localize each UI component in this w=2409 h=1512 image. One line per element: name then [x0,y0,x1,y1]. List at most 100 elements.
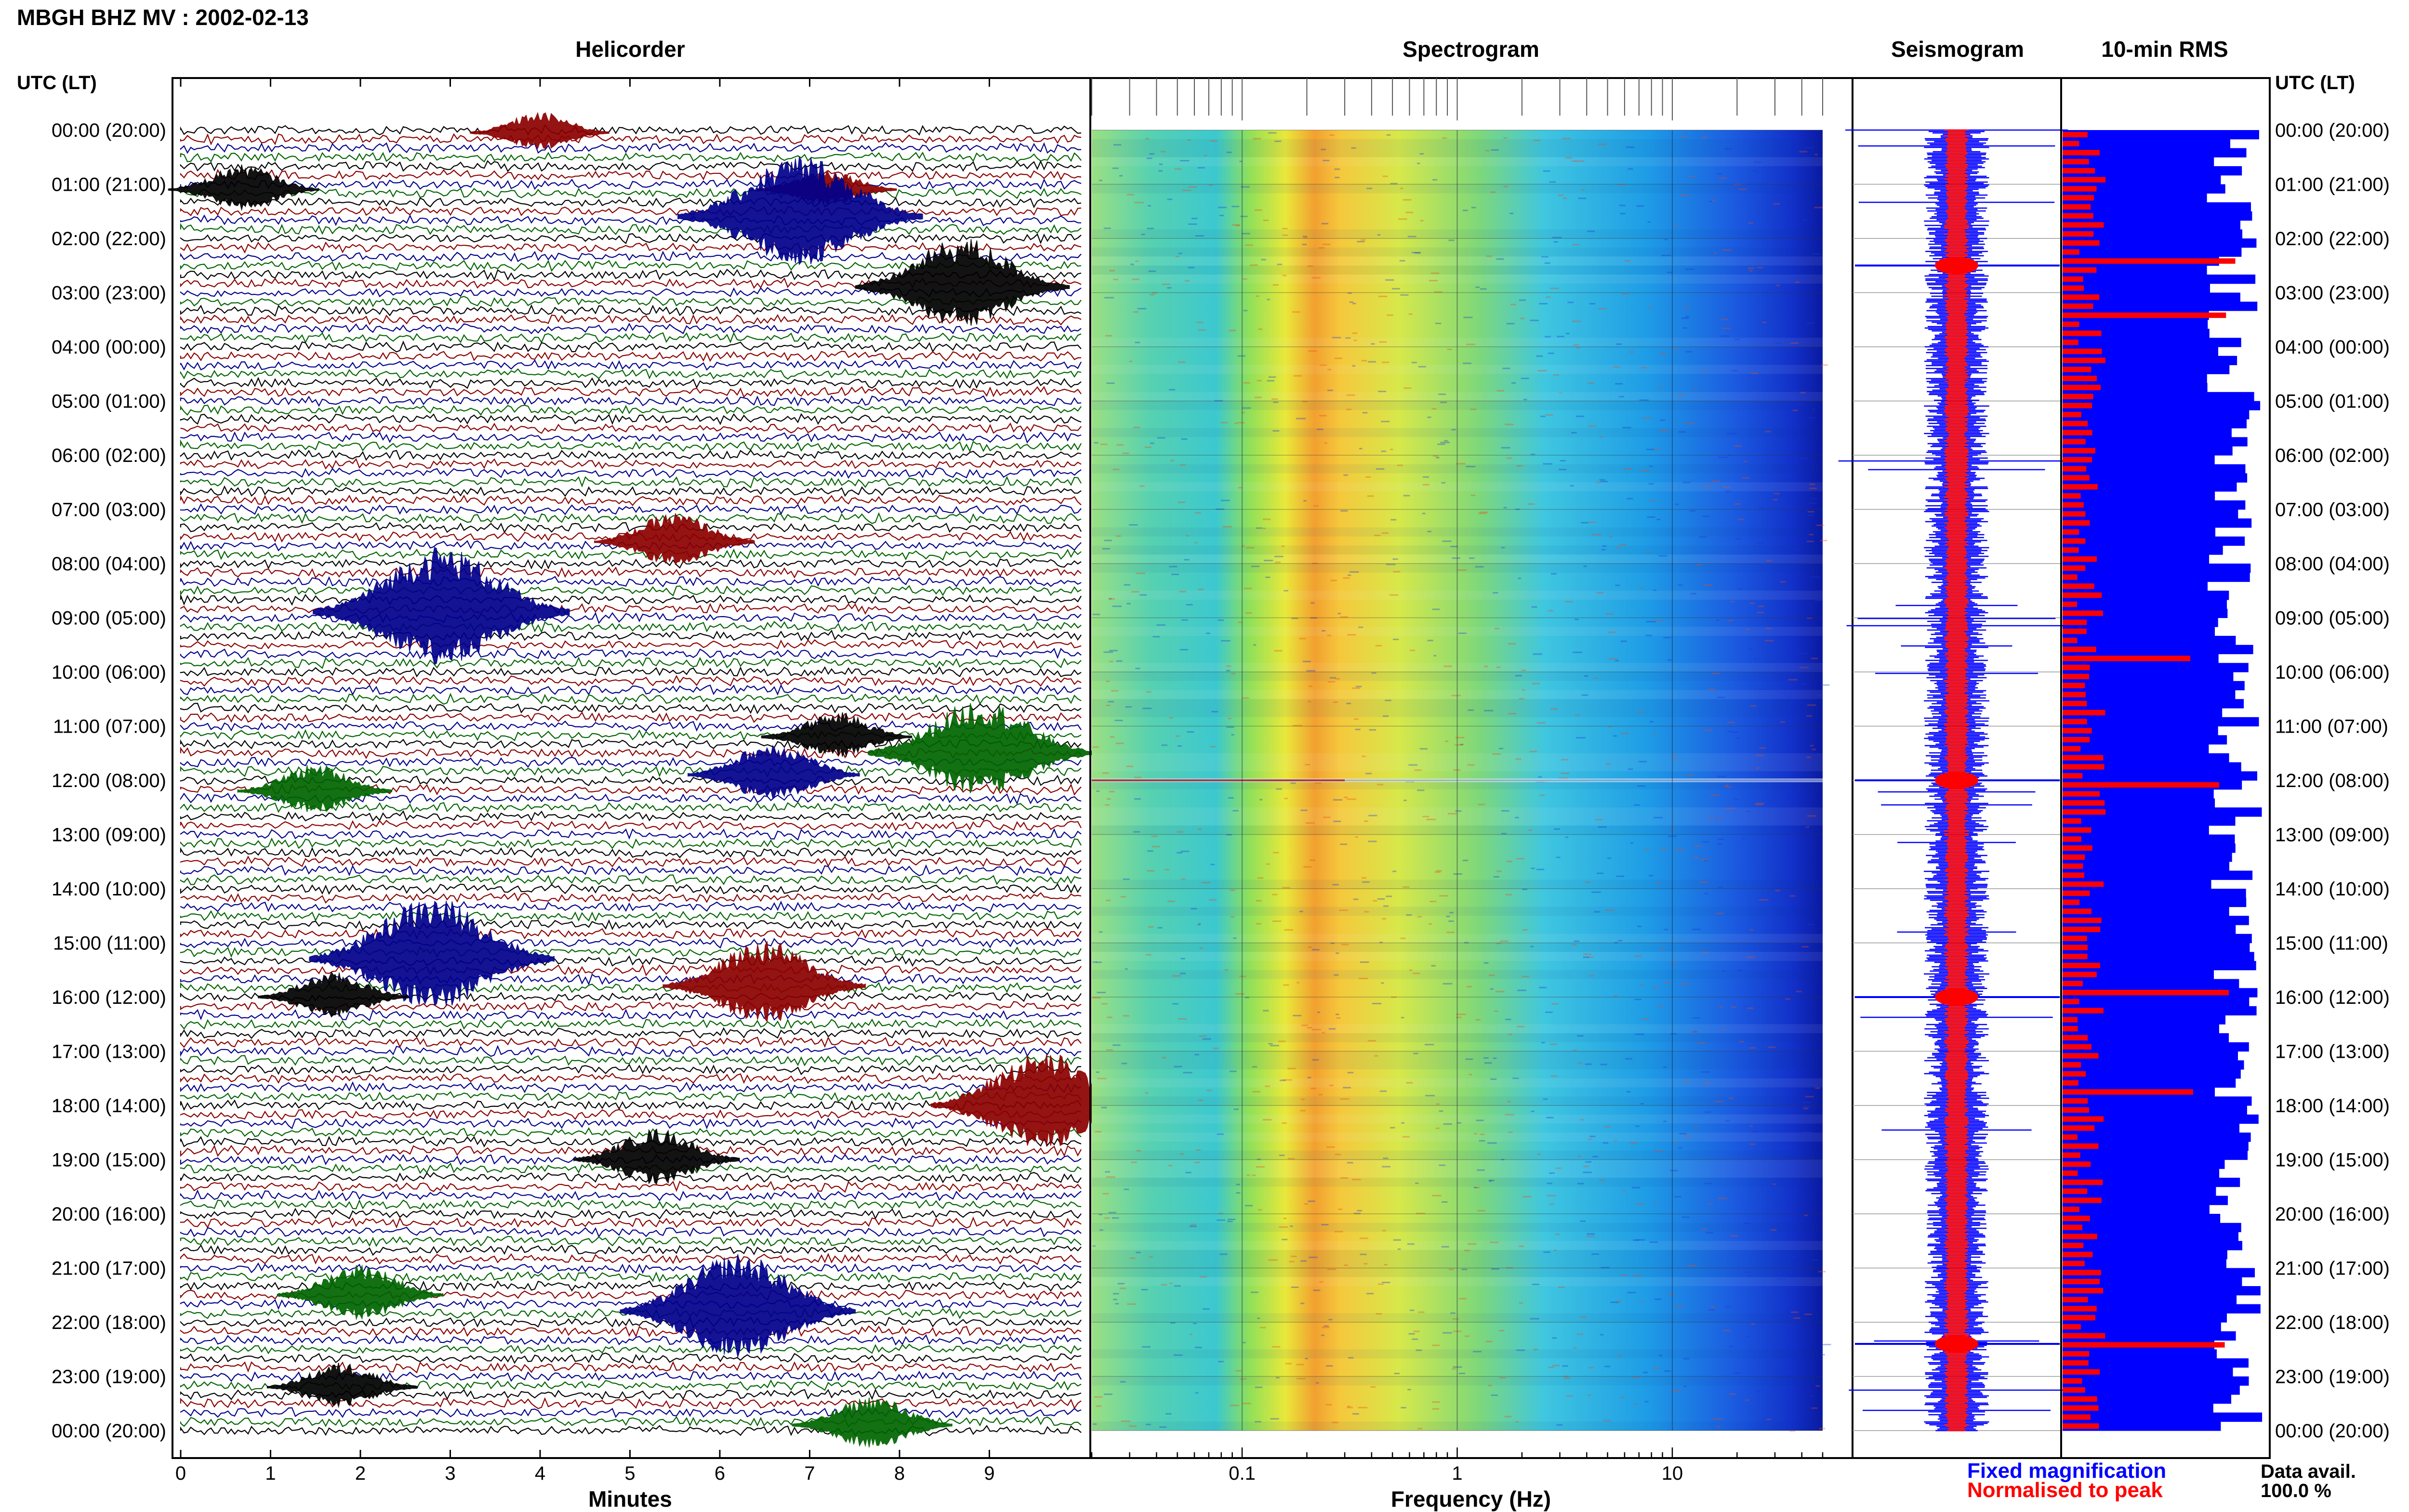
rms-normalised-bar [2063,448,2095,454]
rms-normalised-bar [2063,1071,2086,1077]
spectrogram-speckle [1585,1161,1591,1163]
time-label-left: 20:00 (16:00) [52,1204,166,1225]
rms-normalised-bar [2063,629,2087,634]
spectrogram-speckle [1352,365,1356,367]
spectrogram-speckle [1322,1327,1330,1328]
spectrogram-speckle [1761,1321,1771,1323]
helicorder-traces [180,124,1082,1436]
spectrogram-speckle [1710,794,1720,796]
helicorder-trace [180,711,1082,723]
spectrogram-speckle [1694,387,1697,389]
helicorder-event [620,1254,856,1357]
spectrogram-speckle [1488,974,1495,976]
spectrogram-speckle [1605,613,1614,615]
spectrogram-speckle [1437,443,1445,445]
spectrogram-speckle [1628,168,1633,170]
spectrogram-speckle [1169,389,1176,391]
spectrogram-speckle [1336,1013,1339,1015]
spectrogram-speckle [1363,1263,1368,1265]
rms-fixed-bar [2063,500,2246,510]
spectrogram-speckle [1112,1044,1121,1046]
spectrogram-speckle [1458,1372,1466,1374]
spectrogram-speckle [1432,1195,1442,1196]
spectrogram-speckle [1813,765,1818,767]
spectrogram-row [1092,482,1823,491]
spectrogram-speckle [1790,342,1799,344]
spectrogram-speckle [1387,314,1393,316]
spectrogram-speckle [1575,618,1579,620]
spectrogram-speckle [1442,540,1452,542]
spectrogram-speckle [1627,498,1633,500]
spectrogram-speckle [1818,1271,1826,1273]
spectrogram-speckle [1325,1404,1332,1406]
spectrogram-speckle [1279,1079,1286,1081]
spectrogram-row [1092,699,1823,708]
spectrogram-speckle [1588,521,1596,523]
rms-normalised-bar [2063,1423,2099,1429]
rms-title: 10-min RMS [2101,37,2228,62]
spectrogram-speckle [1712,199,1717,201]
spectrogram-speckle [1097,1078,1107,1079]
spectrogram-row [1092,365,1823,374]
spectrogram-speckle [1660,419,1666,421]
spectrogram-speckle [1596,482,1602,484]
spectrogram-speckle [1641,417,1652,419]
spectrogram-speckle [1697,1042,1706,1044]
spectrogram-speckle [1392,870,1397,872]
rms-fixed-bar [2063,1078,2236,1088]
spectrogram-speckle [1687,1264,1697,1266]
spectrogram-speckle [1675,503,1680,505]
rms-normalised-bar [2063,908,2091,914]
rms-fixed-bar [2063,365,2230,374]
spectrogram-speckle [1145,138,1150,140]
spectrogram-speckle [1701,858,1709,860]
rms-fixed-bar [2063,861,2229,871]
spectrogram-speckle [1649,465,1653,467]
spectrogram-speckle [1236,1192,1241,1194]
spectrogram-speckle [1109,791,1115,792]
spectrogram-speckle [1556,1424,1562,1426]
helicorder-x-tick-label: 9 [984,1463,994,1484]
spectrogram-speckle [1490,1078,1497,1080]
spectrogram-speckle [1548,610,1553,612]
spectrogram-speckle [1430,272,1440,274]
spectrogram-speckle [1117,1283,1125,1285]
spectrogram-speckle [1291,618,1298,619]
rms-fixed-bar [2063,870,2253,880]
spectrogram-row [1092,943,1823,952]
spectrogram-speckle [1313,505,1319,507]
spectrogram-speckle [1799,151,1808,153]
rms-normalised-bar [2063,357,2105,363]
helicorder-trace [180,855,1082,868]
rms-normalised-bar [2063,1053,2099,1059]
spectrogram-speckle [1351,687,1361,689]
spectrogram-speckle [1704,486,1711,487]
rms-normalised-bar [2063,159,2089,165]
spectrogram-speckle [1664,238,1668,240]
spectrogram-speckle [1328,1319,1333,1321]
rms-normalised-bar [2063,773,2083,779]
spectrogram-speckle [1809,534,1813,536]
spectrogram-speckle [1614,1140,1617,1142]
spectrogram-speckle [1450,1312,1456,1314]
rms-fixed-bar [2063,1331,2236,1341]
time-label-right: 11:00 (07:00) [2275,716,2388,737]
spectrogram-speckle [1096,1405,1102,1407]
spectrogram-speckle [1810,1395,1814,1397]
spectrogram-speckle [1381,532,1389,534]
spectrogram-speckle [1634,999,1641,1000]
spectrogram-speckle [1234,422,1238,424]
rms-normalised-bar [2063,1170,2078,1176]
spectrogram-row [1092,690,1823,699]
spectrogram-speckle [1591,1253,1599,1255]
spectrogram-speckle [1768,1046,1776,1048]
spectrogram-speckle [1646,448,1655,450]
spectrogram-speckle [1475,1019,1481,1021]
spectrogram-speckle [1257,380,1262,381]
spectrogram-speckle [1418,366,1426,368]
spectrogram-speckle [1305,763,1310,765]
spectrogram-speckle [1146,158,1152,159]
spectrogram-speckle [1324,1325,1329,1327]
spectrogram-speckle [1502,368,1510,369]
spectrogram-x-axis-label: Frequency (Hz) [1391,1486,1551,1512]
